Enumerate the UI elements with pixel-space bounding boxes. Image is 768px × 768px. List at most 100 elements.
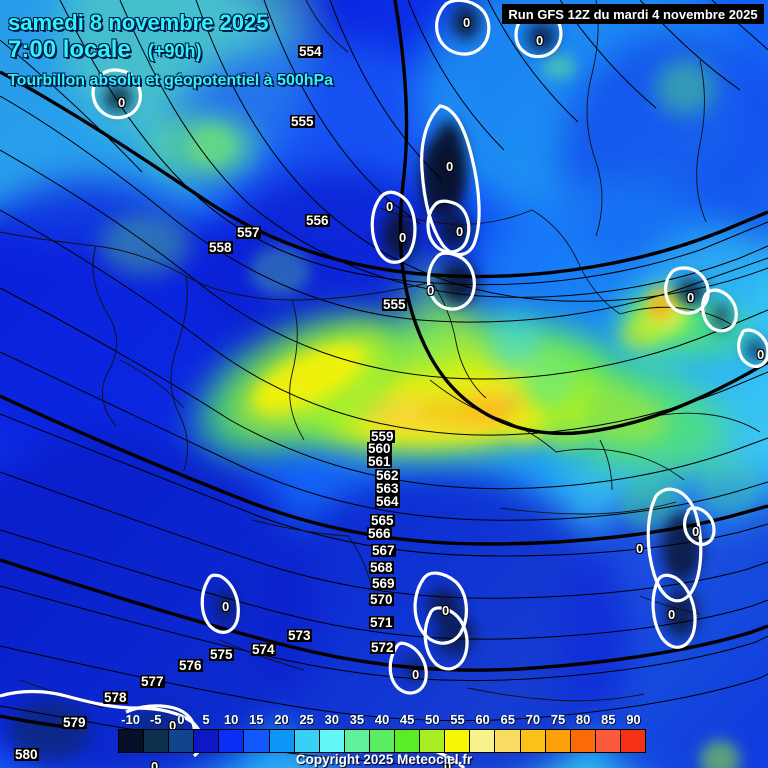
forecast-time: 7:00 locale <box>8 36 131 63</box>
colorbar-swatch[interactable] <box>219 730 245 752</box>
zero-contour-label: 0 <box>636 541 644 556</box>
colorbar-swatch[interactable] <box>420 730 446 752</box>
colorbar-swatch[interactable] <box>144 730 170 752</box>
colorbar-swatch[interactable] <box>495 730 521 752</box>
geopotential-label: 556 <box>305 213 330 228</box>
colorbar-tick: 5 <box>202 712 210 727</box>
colorbar-swatch[interactable] <box>570 730 596 752</box>
geopotential-label: 572 <box>370 640 395 655</box>
colorbar-swatch[interactable] <box>520 730 546 752</box>
colorbar-tick: 45 <box>399 712 415 727</box>
colorbar-tick-labels: -10 -5 0 5 10 15 20 25 30 35 40 45 50 55 60 65 70 75 80 85 9… <box>0 712 768 728</box>
geopotential-label: 573 <box>287 628 312 643</box>
zero-contour-label: 0 <box>386 199 394 214</box>
geopotential-label: 575 <box>209 647 234 662</box>
geopotential-label: 566 <box>367 526 392 541</box>
geopotential-label: 577 <box>140 674 165 689</box>
geopotential-label: 561 <box>367 454 392 469</box>
model-run-label: Run GFS 12Z du mardi 4 novembre 2025 <box>502 4 764 24</box>
colorbar-swatch[interactable] <box>620 730 645 752</box>
zero-contour-label: 0 <box>692 524 700 539</box>
geopotential-label: 576 <box>178 658 203 673</box>
colorbar-swatch[interactable] <box>545 730 571 752</box>
geopotential-label: 569 <box>371 576 396 591</box>
geopotential-label: 562 <box>375 468 400 483</box>
zero-contour-label: 0 <box>446 159 454 174</box>
zero-contour-label: 0 <box>151 759 159 768</box>
geopotential-label: 557 <box>236 225 261 240</box>
zero-contour-label: 0 <box>412 667 420 682</box>
colorbar-swatch[interactable] <box>169 730 195 752</box>
copyright-notice: Copyright 2025 Meteociel.fr <box>295 752 473 767</box>
zero-contour-label: 0 <box>399 230 407 245</box>
geopotential-label: 559 <box>370 429 395 444</box>
forecast-offset: (+90h) <box>148 41 202 61</box>
colorbar-tick: -10 <box>121 712 140 727</box>
colorbar-swatch[interactable] <box>445 730 471 752</box>
zero-contour-label: 0 <box>536 33 544 48</box>
colorbar-tick: 0 <box>177 712 185 727</box>
colorbar-swatch[interactable] <box>470 730 496 752</box>
colorbar-swatch[interactable] <box>344 730 370 752</box>
colorbar-tick: 90 <box>626 712 641 727</box>
colorbar-swatch[interactable] <box>595 730 621 752</box>
geopotential-label: 560 <box>367 441 392 456</box>
geopotential-label: 564 <box>375 494 400 509</box>
colorbar-swatch[interactable] <box>244 730 270 752</box>
colorbar-tick: 70 <box>525 712 541 727</box>
zero-contour-label: 0 <box>456 224 464 239</box>
geopotential-label: 580 <box>14 747 39 762</box>
zero-contour-label: 0 <box>444 759 452 768</box>
parameter-title: Tourbillon absolu et géopotentiel à 500h… <box>8 72 334 89</box>
colorbar-tick: 60 <box>475 712 490 727</box>
colorbar-swatch[interactable] <box>395 730 421 752</box>
zero-contour-label: 0 <box>757 347 765 362</box>
colorbar-swatch[interactable] <box>294 730 320 752</box>
colorbar-tick: 50 <box>425 712 440 727</box>
colorbar-tick: 55 <box>450 712 465 727</box>
model-run-text: Run GFS 12Z du mardi 4 novembre 2025 <box>508 6 758 22</box>
colorbar-tick: 65 <box>500 712 515 727</box>
geopotential-bold-contours <box>0 0 768 730</box>
zero-contour-label: 0 <box>668 607 676 622</box>
colorbar-tick: 20 <box>274 712 289 727</box>
zero-contour-label: 0 <box>463 15 471 30</box>
zero-contour-label: 0 <box>222 599 230 614</box>
geopotential-label: 563 <box>375 481 400 496</box>
zero-contour-label: 0 <box>687 290 695 305</box>
geopotential-label: 554 <box>298 44 323 59</box>
geopotential-label: 571 <box>369 615 394 630</box>
colorbar-tick: 15 <box>249 712 264 727</box>
geopotential-label: 555 <box>382 297 407 312</box>
colorbar-swatch[interactable] <box>269 730 295 752</box>
colorbar-tick: 10 <box>223 712 239 727</box>
geopotential-label: 567 <box>371 543 396 558</box>
geopotential-label: 578 <box>103 690 128 705</box>
colorbar-tick: 85 <box>601 712 616 727</box>
colorbar-tick: 80 <box>575 712 591 727</box>
colorbar-tick: 30 <box>324 712 339 727</box>
colorbar-tick: 40 <box>374 712 390 727</box>
geopotential-label: 570 <box>369 592 394 607</box>
geopotential-label: 565 <box>370 513 395 528</box>
zero-contour-label: 0 <box>169 718 177 733</box>
colorbar-swatch[interactable] <box>194 730 220 752</box>
zero-contour-label: 0 <box>118 95 126 110</box>
colorbar-swatch[interactable] <box>119 730 145 752</box>
colorbar-swatch[interactable] <box>369 730 396 752</box>
forecast-date: samedi 8 novembre 2025 <box>8 10 269 35</box>
colorbar-tick: 75 <box>550 712 566 727</box>
colorbar-tick: 35 <box>349 712 365 727</box>
colorbar-tick: 25 <box>299 712 314 727</box>
geopotential-label: 574 <box>251 642 276 657</box>
geopotential-label: 555 <box>290 114 315 129</box>
colorbar[interactable] <box>118 729 646 753</box>
colorbar-tick: -5 <box>149 712 162 727</box>
colorbar-swatch[interactable] <box>319 730 345 752</box>
zero-contour-label: 0 <box>442 603 450 618</box>
zero-contour-label: 0 <box>427 283 435 298</box>
